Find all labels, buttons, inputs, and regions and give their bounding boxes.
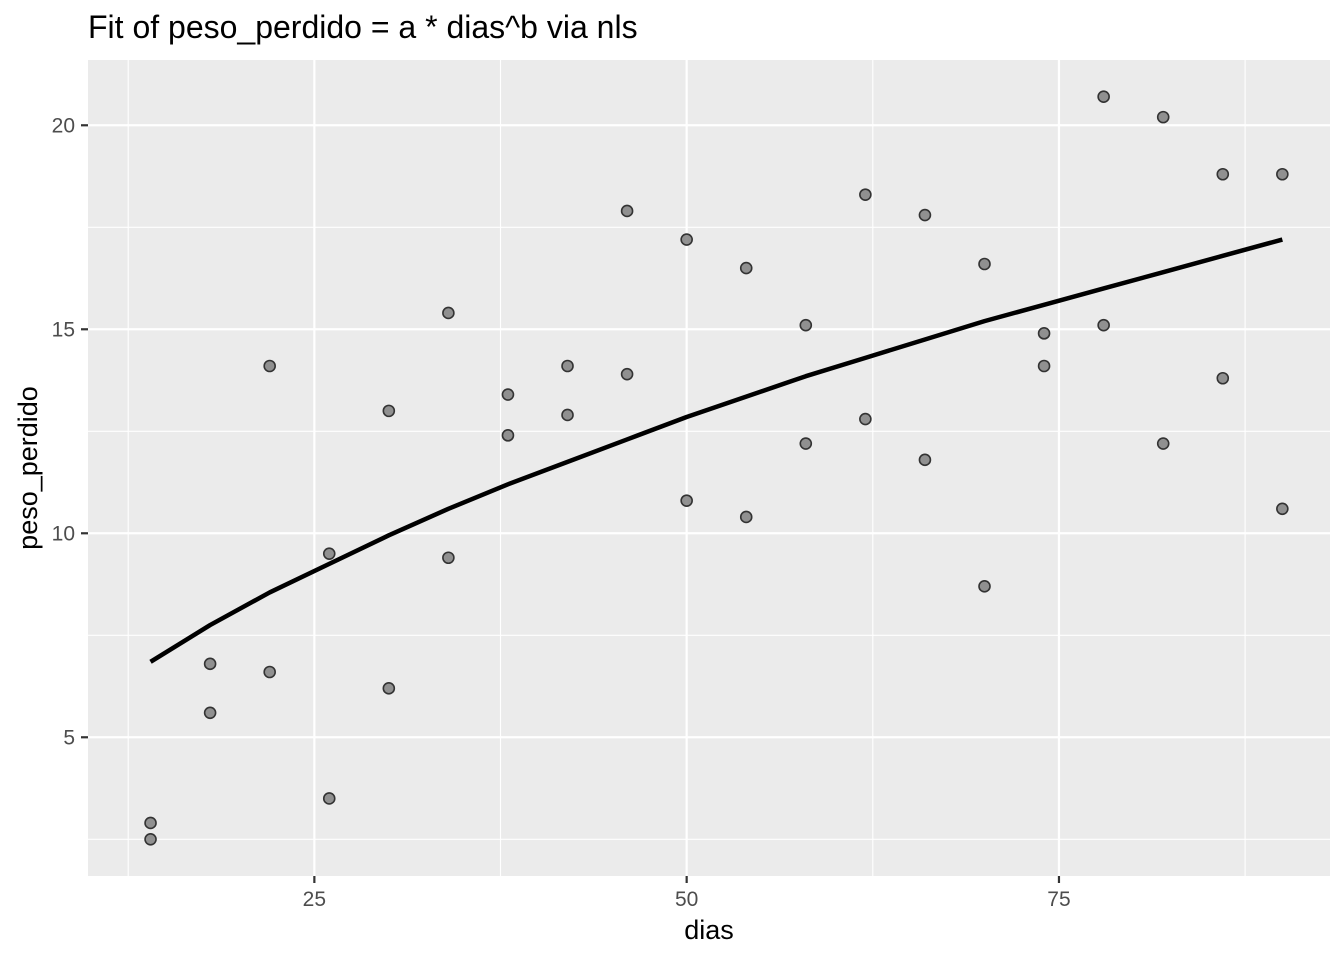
data-point (501, 429, 515, 442)
y-axis: 5 10 15 20 (52, 114, 88, 749)
x-tick-label: 75 (1047, 888, 1070, 911)
data-point (322, 547, 336, 560)
y-axis-title: peso_perdido (13, 386, 43, 550)
data-point (620, 204, 634, 218)
data-point (144, 832, 157, 846)
data-point (442, 551, 455, 565)
data-point (918, 208, 932, 222)
data-point (978, 580, 991, 593)
data-point (799, 318, 813, 332)
data-point (859, 188, 872, 201)
data-point (1276, 502, 1289, 516)
data-point (1037, 327, 1051, 340)
data-point (561, 408, 574, 422)
data-point (1216, 371, 1230, 385)
fit-curve-layer (149, 237, 1283, 664)
x-axis: 25 50 75 (303, 876, 1071, 911)
data-point (1097, 318, 1110, 332)
data-point (501, 388, 515, 401)
data-point (263, 665, 276, 679)
y-tick-label: 20 (52, 114, 75, 137)
data-point (680, 494, 693, 507)
plot-panel (88, 60, 1330, 876)
y-tick-label: 5 (63, 726, 75, 749)
data-point (203, 706, 217, 720)
data-point (1156, 110, 1170, 124)
minor-gridlines (88, 60, 1330, 876)
data-point (561, 359, 574, 373)
data-point (263, 359, 276, 373)
data-point (1216, 167, 1230, 181)
data-point (1037, 359, 1051, 373)
data-point (739, 510, 753, 524)
data-point (799, 437, 813, 450)
x-axis-title: dias (684, 915, 734, 945)
data-points (144, 90, 1289, 846)
chart-title: Fit of peso_perdido = a * dias^b via nls (88, 9, 638, 45)
data-point (739, 261, 753, 275)
data-point (382, 404, 396, 418)
major-gridlines (88, 60, 1330, 876)
y-tick-label: 10 (52, 522, 75, 545)
data-point (859, 412, 872, 426)
data-point (322, 792, 336, 805)
data-point (680, 233, 693, 246)
data-point (1156, 437, 1170, 450)
y-tick-label: 15 (52, 318, 75, 341)
data-point (203, 657, 217, 671)
x-tick-label: 25 (303, 888, 326, 911)
x-tick-label: 50 (675, 888, 698, 911)
data-point (620, 367, 634, 381)
data-point (1276, 167, 1289, 181)
data-point (1097, 90, 1110, 104)
data-point (442, 306, 455, 320)
data-point (918, 453, 932, 467)
fit-curve (149, 237, 1283, 664)
data-point (144, 816, 157, 830)
data-point (382, 682, 396, 695)
data-point (978, 257, 991, 271)
